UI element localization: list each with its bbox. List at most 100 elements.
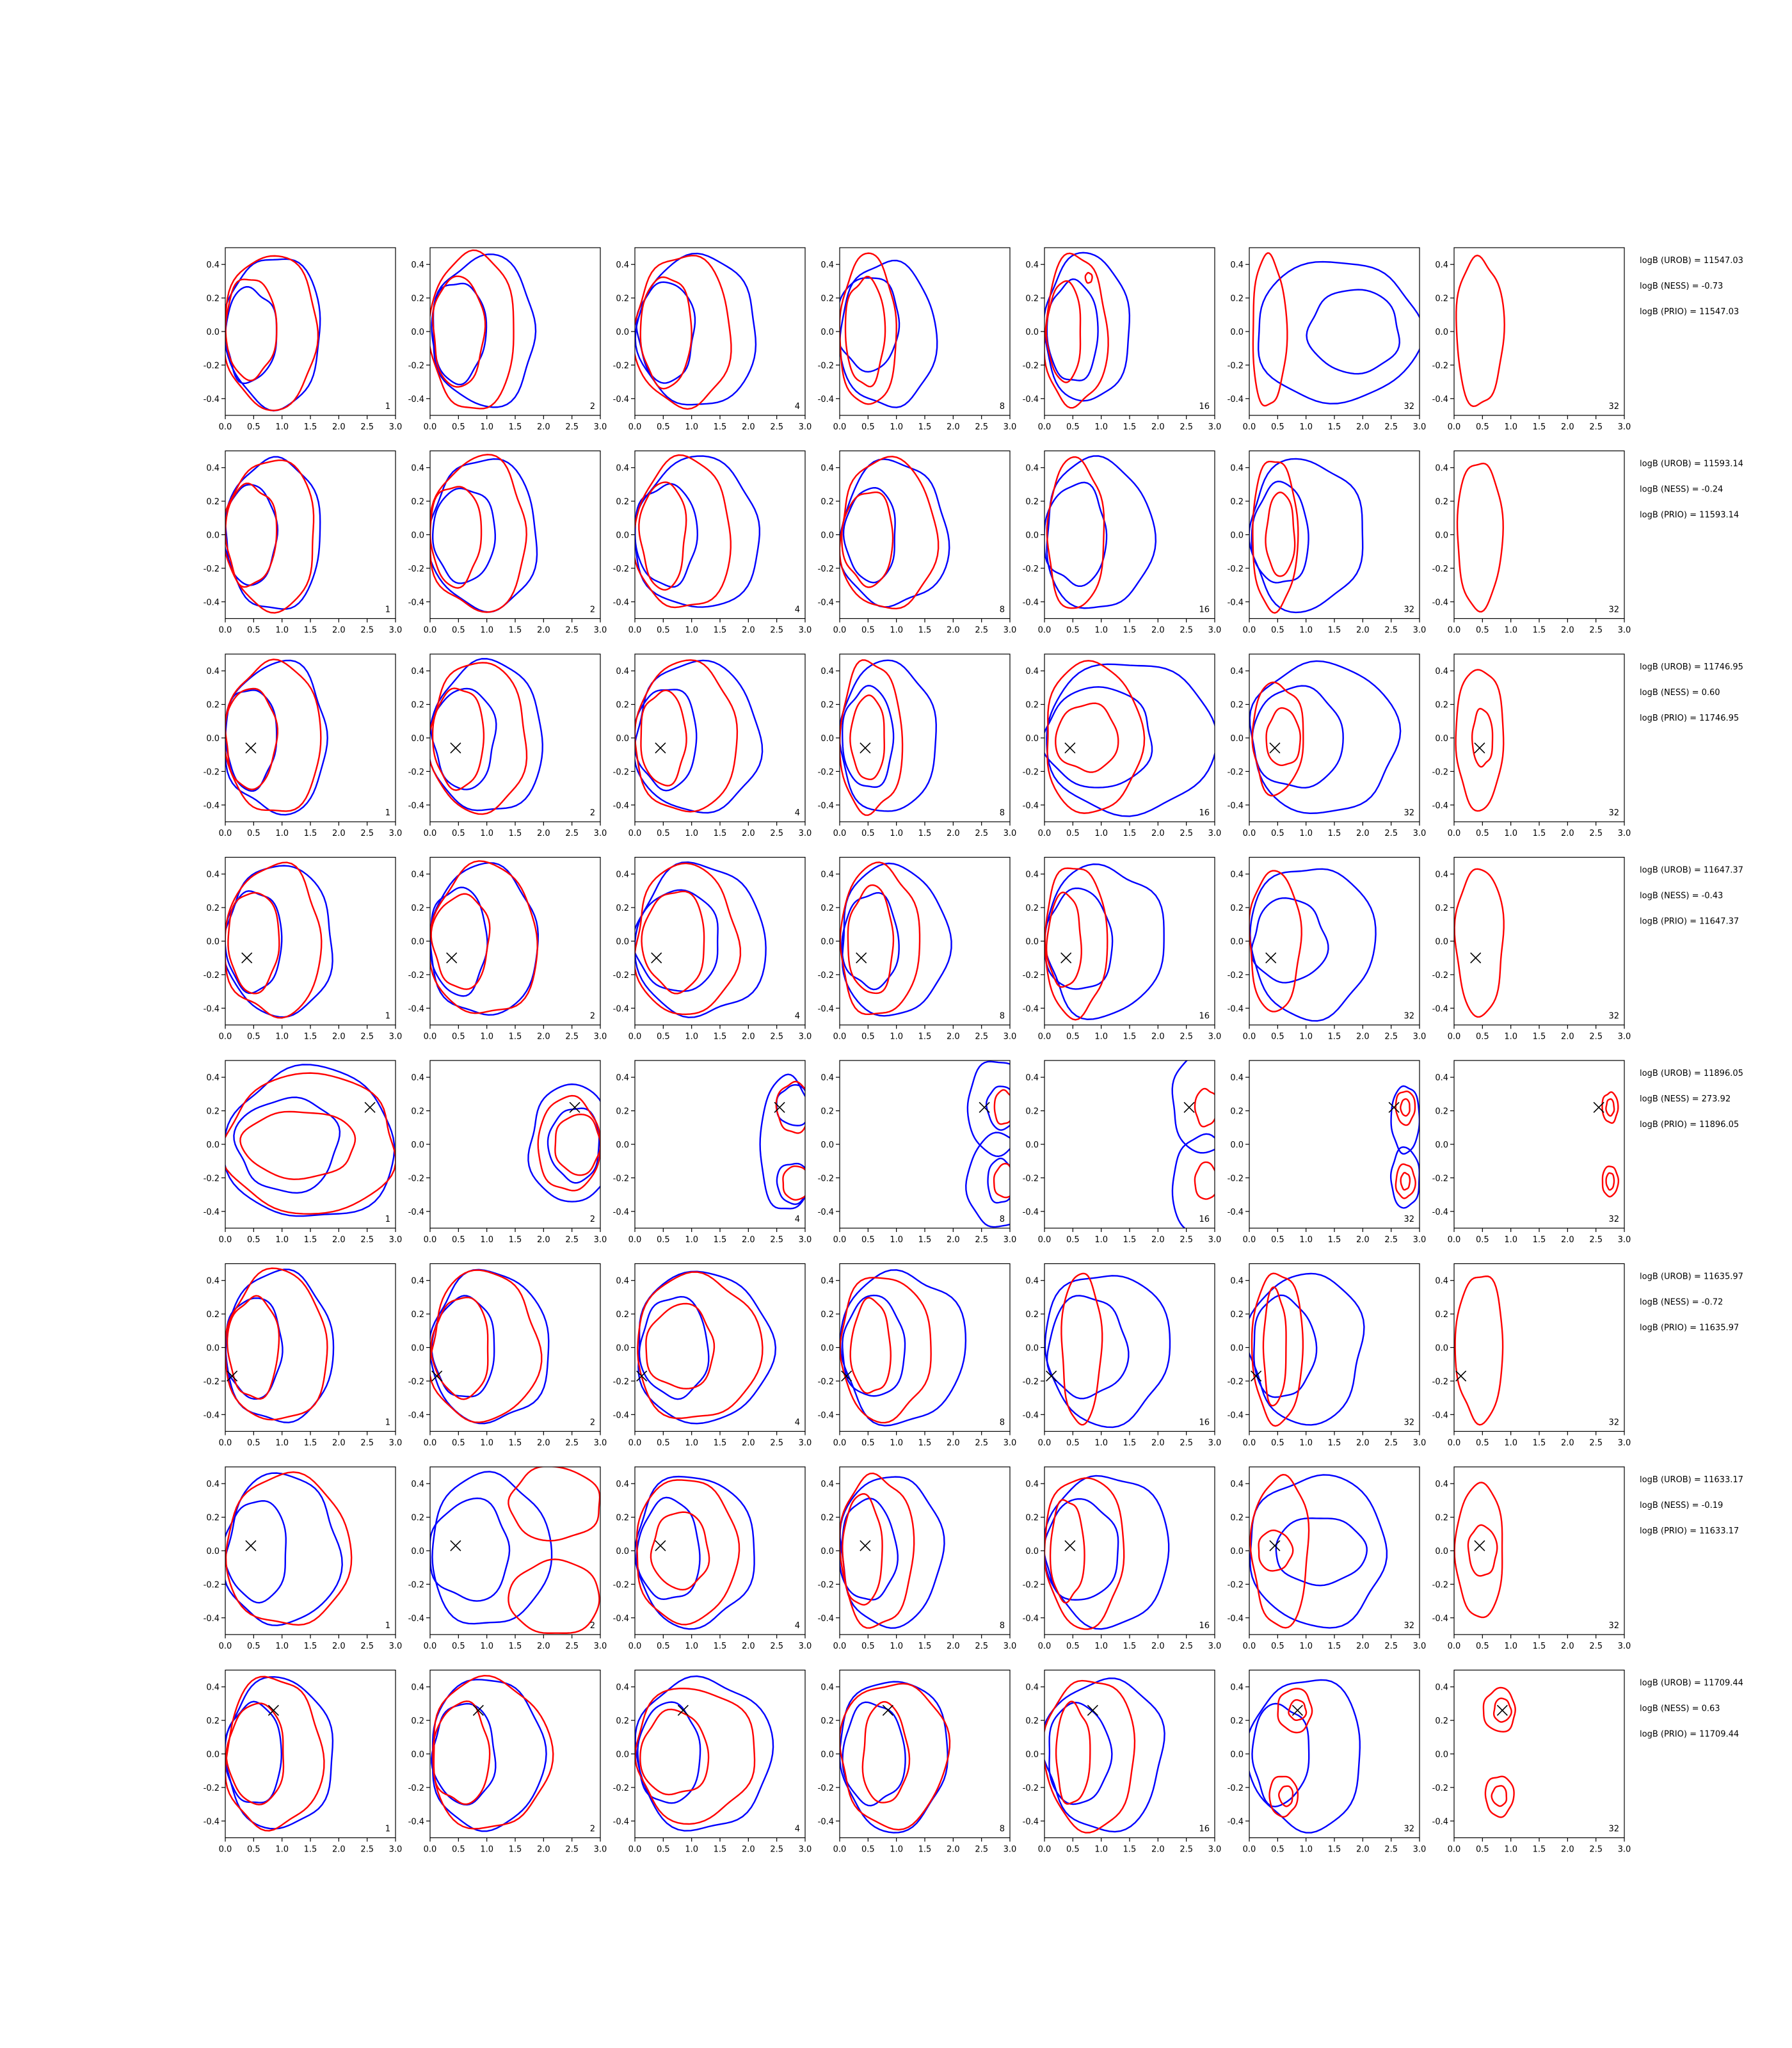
blue-contour <box>637 1701 701 1804</box>
x-tick-label: 2.5 <box>1589 1439 1603 1448</box>
y-tick-label: 0.2 <box>820 1310 834 1320</box>
x-marker <box>1496 1704 1508 1716</box>
contour-area <box>1044 1272 1171 1428</box>
x-tick-label: 0.0 <box>219 626 232 636</box>
y-tick-label: 0.0 <box>1230 531 1244 541</box>
panel-label: 8 <box>1000 808 1005 818</box>
red-contour <box>1252 460 1299 614</box>
x-tick-label: 2.5 <box>770 829 783 838</box>
x-tick-label: 3.0 <box>1618 422 1631 432</box>
x-tick-label: 0.5 <box>657 1845 670 1855</box>
y-tick-label: -0.4 <box>408 395 424 404</box>
contour-area <box>430 454 538 613</box>
x-tick-label: 2.5 <box>1180 1235 1193 1245</box>
x-tick-label: 3.0 <box>594 422 607 432</box>
y-tick-label: -0.4 <box>408 598 424 607</box>
x-tick-label: 0.0 <box>628 829 642 838</box>
x-tick-label: 3.0 <box>594 1235 607 1245</box>
x-tick-label: 2.0 <box>1561 626 1574 636</box>
panel-label: 8 <box>1000 1418 1005 1428</box>
red-contour <box>226 1295 280 1400</box>
y-tick-label: -0.2 <box>408 971 424 980</box>
x-tick-label: 0.0 <box>1243 829 1256 838</box>
x-tick-label: 1.5 <box>509 1845 522 1855</box>
x-tick-label: 3.0 <box>799 1642 812 1651</box>
x-tick-label: 1.0 <box>480 1642 493 1651</box>
x-tick-label: 0.5 <box>1066 422 1080 432</box>
axes-frame <box>429 1060 601 1229</box>
subplot-panel: 0.0 0.5 1.0 1.5 2.0 2.5 3.0 -0.4 -0.2 0.0 0.2 0.4 4 <box>613 1263 812 1448</box>
x-tick-label: 0.5 <box>657 626 670 636</box>
x-tick-label: 0.5 <box>1271 1642 1284 1651</box>
panel-label: 32 <box>1404 1825 1414 1834</box>
y-tick-label: 0.0 <box>1230 1547 1244 1556</box>
y-tick-label: -0.2 <box>1023 1174 1039 1183</box>
x-tick-label: 2.5 <box>360 1845 374 1855</box>
red-contour <box>638 481 687 591</box>
x-marker <box>1265 952 1277 964</box>
x-tick-label: 1.5 <box>918 1439 932 1448</box>
y-tick-label: 0.0 <box>820 1750 834 1760</box>
x-tick-label: 1.5 <box>918 1032 932 1042</box>
x-tick-label: 3.0 <box>1618 1439 1631 1448</box>
x-tick-label: 1.0 <box>1504 422 1517 432</box>
x-tick-label: 2.5 <box>360 626 374 636</box>
y-tick-label: 0.0 <box>1025 1344 1039 1354</box>
contour-area <box>840 252 938 408</box>
subplot-panel: 0.0 0.5 1.0 1.5 2.0 2.5 3.0 -0.4 -0.2 0.0 0.2 0.4 1 <box>204 653 402 838</box>
x-tick-label: 2.0 <box>1356 1642 1370 1651</box>
x-tick-label: 0.0 <box>1243 1439 1256 1448</box>
axes-frame <box>634 1263 806 1432</box>
blue-contour <box>635 889 719 992</box>
red-contour <box>1249 870 1302 1012</box>
red-contour <box>847 884 895 995</box>
red-contour <box>1045 280 1082 383</box>
logb-stat: logB (PRIO) = 11709.44 <box>1640 1730 1739 1740</box>
subplot-panel: 0.0 0.5 1.0 1.5 2.0 2.5 3.0 -0.4 -0.2 0.0 0.2 0.4 32 <box>1432 653 1631 838</box>
y-tick-label: 0.2 <box>1230 1107 1244 1117</box>
x-marker <box>1251 1370 1262 1382</box>
panel-label: 32 <box>1404 1012 1414 1021</box>
x-tick-label: 0.0 <box>1448 626 1461 636</box>
x-tick-label: 0.0 <box>424 1845 437 1855</box>
x-tick-label: 0.0 <box>219 422 232 432</box>
y-tick-label: 0.0 <box>820 734 834 744</box>
y-tick-label: 0.0 <box>1025 938 1039 947</box>
x-tick-label: 0.5 <box>861 1032 875 1042</box>
y-tick-label: 0.2 <box>1435 294 1448 304</box>
x-tick-label: 1.0 <box>685 626 698 636</box>
x-tick-label: 0.0 <box>219 1642 232 1651</box>
x-tick-label: 0.0 <box>1448 1845 1461 1855</box>
x-tick-label: 3.0 <box>1208 422 1222 432</box>
blue-contour <box>1389 1146 1420 1209</box>
x-tick-label: 3.0 <box>594 1642 607 1651</box>
x-tick-label: 1.0 <box>275 626 289 636</box>
y-tick-label: -0.2 <box>818 1377 834 1387</box>
x-marker <box>774 1101 785 1113</box>
x-tick-label: 0.0 <box>424 1235 437 1245</box>
blue-contour <box>635 659 764 814</box>
red-contour <box>432 1700 491 1805</box>
contour-area <box>225 456 321 614</box>
x-tick-label: 1.5 <box>304 422 317 432</box>
x-marker <box>856 952 867 964</box>
y-tick-label: -0.4 <box>1023 1817 1039 1827</box>
x-tick-label: 2.0 <box>332 422 346 432</box>
x-marker <box>636 1370 648 1382</box>
subplot-panel: 0.0 0.5 1.0 1.5 2.0 2.5 3.0 -0.4 -0.2 0.0 0.2 0.4 4 <box>613 653 812 838</box>
y-tick-label: 0.2 <box>411 1107 424 1117</box>
y-tick-label: 0.4 <box>1025 1683 1039 1693</box>
x-tick-label: 1.0 <box>1299 1032 1313 1042</box>
y-tick-label: 0.0 <box>1435 328 1448 337</box>
contour-area <box>1455 669 1505 812</box>
y-tick-label: 0.0 <box>616 1344 629 1354</box>
blue-contour <box>1249 868 1377 1022</box>
x-tick-label: 2.0 <box>947 829 960 838</box>
x-marker <box>472 1704 484 1716</box>
y-tick-label: -0.4 <box>613 1614 629 1624</box>
x-tick-label: 0.0 <box>833 1235 847 1245</box>
blue-contour <box>840 277 900 373</box>
y-tick-label: -0.4 <box>1228 1817 1244 1827</box>
subplot-panel: 0.0 0.5 1.0 1.5 2.0 2.5 3.0 -0.4 -0.2 0.0 0.2 0.4 4 <box>613 247 812 432</box>
y-tick-label: 0.0 <box>616 1547 629 1556</box>
